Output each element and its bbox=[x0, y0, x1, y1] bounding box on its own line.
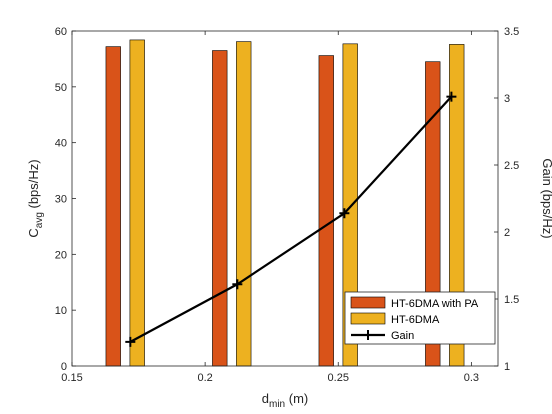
x-tick-label: 0.3 bbox=[464, 372, 479, 384]
y-left-tick-label: 20 bbox=[55, 249, 67, 261]
legend: HT-6DMA with PA HT-6DMA Gain bbox=[344, 291, 496, 345]
gain-line-layer bbox=[125, 91, 457, 347]
y-right-tick-label: 1.5 bbox=[504, 294, 519, 306]
x-tick-label: 0.25 bbox=[328, 372, 349, 384]
gain-marker-3 bbox=[339, 208, 350, 219]
x-tick-label: 0.2 bbox=[197, 372, 212, 384]
y-right-tick-label: 1 bbox=[504, 361, 510, 373]
x-axis-label: dmin (m) bbox=[262, 391, 308, 410]
bar-ht-6dma-2 bbox=[236, 41, 252, 367]
axes-layer: 0.15 0.2 0.25 0.3 0 10 20 30 40 50 60 1 1.5 2 2.5 3 3.5 d… bbox=[26, 26, 552, 410]
y-right-axis-label: Gain (bps/Hz) bbox=[540, 158, 552, 238]
legend-label-3: Gain bbox=[391, 330, 414, 342]
gain-marker-2 bbox=[232, 279, 243, 290]
y-left-tick-label: 10 bbox=[55, 305, 67, 317]
y-left-tick-label: 30 bbox=[55, 194, 67, 206]
legend-swatch-2 bbox=[350, 312, 386, 325]
gain-line bbox=[129, 95, 453, 343]
y-left-tick-label: 0 bbox=[61, 361, 67, 373]
bar-ht-6dma-with-pa-3 bbox=[318, 55, 334, 367]
legend-label-2: HT-6DMA bbox=[391, 314, 440, 326]
gain-marker-4 bbox=[446, 91, 457, 102]
y-right-tick-label: 3 bbox=[504, 93, 510, 105]
gain-marker-1 bbox=[125, 336, 136, 347]
y-left-tick-label: 40 bbox=[55, 138, 67, 150]
y-right-tick-label: 3.5 bbox=[504, 26, 519, 38]
legend-swatch-1 bbox=[350, 296, 386, 309]
y-left-axis-label: Cavg (bps/Hz) bbox=[26, 159, 45, 237]
x-tick-label: 0.15 bbox=[61, 372, 82, 384]
y-right-tick-label: 2.5 bbox=[504, 160, 519, 172]
bars-layer bbox=[105, 39, 465, 367]
bar-ht-6dma-with-pa-1 bbox=[105, 46, 121, 367]
y-left-tick-label: 50 bbox=[55, 82, 67, 94]
y-right-tick-label: 2 bbox=[504, 227, 510, 239]
legend-label-1: HT-6DMA with PA bbox=[391, 298, 479, 310]
bar-ht-6dma-1 bbox=[129, 39, 145, 367]
y-left-tick-label: 60 bbox=[55, 26, 67, 38]
bar-ht-6dma-with-pa-2 bbox=[212, 50, 228, 367]
